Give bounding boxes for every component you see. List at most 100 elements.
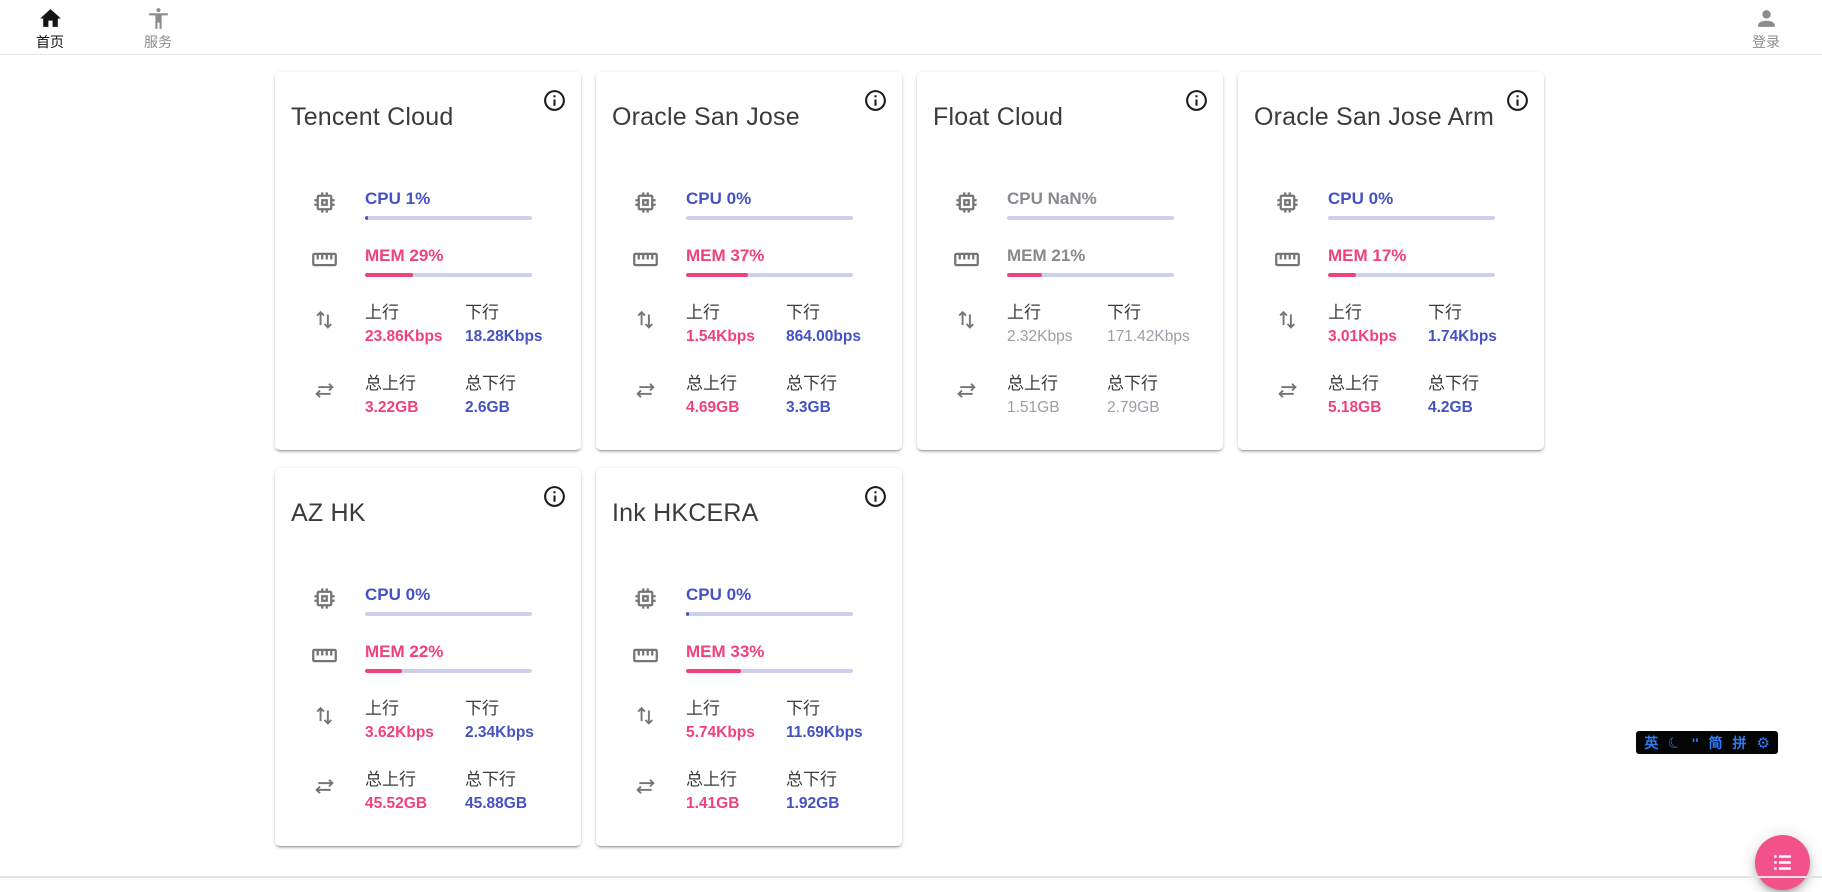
mem-progress-track [686,273,853,277]
ime-punctuation-indicator[interactable]: '' [1691,734,1699,751]
nav-item-login[interactable]: 登录 [1752,0,1780,54]
server-metrics: CPU 0% MEM 33% 上行 5.74Kbps 下行 [612,585,886,813]
download-speed-value: 1.74Kbps [1428,328,1497,345]
cpu-progress-track [365,612,532,616]
services-person-icon [146,6,171,31]
total-download-label: 总下行 [1107,374,1158,393]
total-upload-label: 总上行 [686,770,737,789]
cpu-usage-text: CPU 0% [1328,189,1394,208]
total-upload-label: 总上行 [1328,374,1379,393]
updown-arrows-icon [311,702,339,734]
swap-arrows-icon [1274,377,1302,409]
server-card: Oracle San Jose Arm CPU 0% MEM 17% [1238,72,1544,450]
moon-icon[interactable]: ☾ [1665,732,1686,754]
total-download-value: 4.2GB [1428,399,1473,416]
mem-progress-track [365,273,532,277]
server-card: AZ HK CPU 0% MEM 22% 上行 [275,468,581,846]
download-label: 下行 [1107,303,1141,322]
server-name: Oracle San Jose Arm [1254,103,1495,131]
nav-item-home[interactable]: 首页 [36,0,64,54]
info-icon[interactable] [542,88,567,113]
upload-speed-value: 5.74Kbps [686,724,755,741]
mem-bar-fill [365,273,414,277]
cpu-chip-icon [1274,189,1302,221]
server-dashboard: Tencent Cloud CPU 1% MEM 29% 上行 [275,72,1547,846]
swap-arrows-icon [632,377,660,409]
person-icon [1754,6,1779,31]
cpu-progress-track [365,216,532,220]
mem-usage-text: MEM 37% [686,246,765,265]
upload-label: 上行 [686,303,720,322]
mem-usage-text: MEM 17% [1328,246,1407,265]
memory-ruler-icon [953,246,981,278]
cpu-usage-text: CPU 0% [686,189,752,208]
updown-arrows-icon [311,306,339,338]
mem-bar-fill [1328,273,1357,277]
gear-icon[interactable]: ⚙ [1756,734,1770,752]
server-card: Ink HKCERA CPU 0% MEM 33% 上行 [596,468,902,846]
cpu-bar-fill [686,612,689,616]
ime-charset-indicator[interactable]: 简 [1708,734,1723,751]
updown-arrows-icon [632,306,660,338]
updown-arrows-icon [632,702,660,734]
info-icon[interactable] [863,484,888,509]
info-icon[interactable] [863,88,888,113]
nav-left-group: 首页 服务 [36,0,172,54]
info-icon[interactable] [1505,88,1530,113]
download-speed-value: 11.69Kbps [786,724,863,741]
total-download-value: 45.88GB [465,795,528,812]
download-label: 下行 [786,303,820,322]
download-label: 下行 [465,699,499,718]
memory-ruler-icon [632,246,660,278]
cpu-progress-track [686,216,853,220]
cpu-chip-icon [311,189,339,221]
info-icon[interactable] [542,484,567,509]
nav-item-services[interactable]: 服务 [144,0,172,54]
upload-label: 上行 [365,699,399,718]
updown-arrows-icon [953,306,981,338]
input-method-bar[interactable]: 英 ☾ '' 简 拼 ⚙ [1636,731,1778,754]
updown-arrows-icon [1274,306,1302,338]
total-upload-label: 总上行 [365,770,416,789]
ime-scheme-indicator[interactable]: 拼 [1732,734,1747,751]
mem-usage-text: MEM 22% [365,642,444,661]
ime-lang-indicator[interactable]: 英 [1644,734,1659,751]
mem-usage-text: MEM 21% [1007,246,1086,265]
mem-usage-text: MEM 33% [686,642,765,661]
server-list-fab[interactable] [1755,835,1810,890]
total-upload-value: 45.52GB [365,795,428,812]
cpu-bar-fill [365,216,368,220]
upload-speed-value: 23.86Kbps [365,328,443,345]
home-icon [38,6,63,31]
info-icon[interactable] [1184,88,1209,113]
server-metrics: CPU 0% MEM 22% 上行 3.62Kbps 下行 [291,585,565,813]
total-download-label: 总下行 [786,770,837,789]
swap-arrows-icon [311,377,339,409]
total-download-value: 3.3GB [786,399,831,416]
server-name: Oracle San Jose [612,103,800,131]
mem-bar-fill [686,669,742,673]
mem-bar-fill [365,669,402,673]
total-download-label: 总下行 [786,374,837,393]
memory-ruler-icon [632,642,660,674]
server-card: Float Cloud CPU NaN% MEM 21% 上行 [917,72,1223,450]
footer-divider [0,876,1822,878]
cpu-usage-text: CPU NaN% [1007,189,1097,208]
nav-item-label: 登录 [1752,33,1780,50]
total-download-value: 2.79GB [1107,399,1160,416]
total-download-value: 1.92GB [786,795,840,812]
swap-arrows-icon [632,773,660,805]
total-download-label: 总下行 [465,770,516,789]
memory-ruler-icon [311,642,339,674]
memory-ruler-icon [311,246,339,278]
download-speed-value: 18.28Kbps [465,328,543,345]
mem-bar-fill [686,273,748,277]
nav-item-label: 服务 [144,33,172,50]
cpu-progress-track [1328,216,1495,220]
top-nav: 首页 服务 登录 [0,0,1822,55]
total-download-value: 2.6GB [465,399,510,416]
upload-speed-value: 3.01Kbps [1328,328,1397,345]
download-label: 下行 [1428,303,1462,322]
upload-speed-value: 1.54Kbps [686,328,755,345]
server-name: Ink HKCERA [612,499,759,527]
